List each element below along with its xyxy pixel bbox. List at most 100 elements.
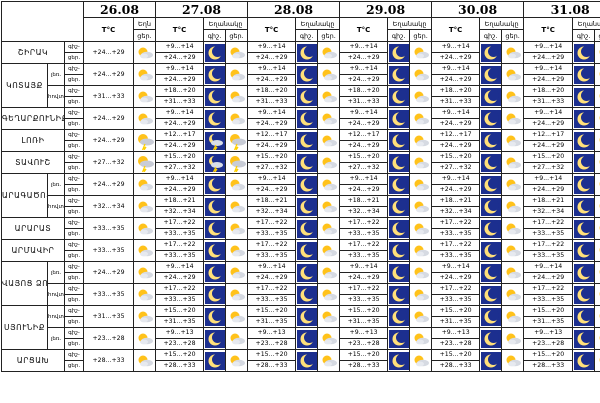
day-label: ցեր. xyxy=(63,360,85,372)
sun-cloud-icon xyxy=(594,217,600,240)
night-header: գիշ. xyxy=(203,29,227,42)
temp-night-value: +15...+20 xyxy=(155,349,205,361)
temp-day-value: +24...+29 xyxy=(247,140,297,152)
sun-cloud-icon xyxy=(225,85,249,108)
temp-night-value: +9...+14 xyxy=(339,173,389,185)
sun-cloud-icon xyxy=(317,283,341,306)
sun-cloud-icon xyxy=(317,63,341,86)
moon-icon xyxy=(387,195,411,218)
temp-night-value: +9...+13 xyxy=(339,327,389,339)
sun-cloud-icon xyxy=(133,239,157,262)
table-row: ԱՐԱՐԱՏ գիշ- +33...+35 +17...+22 +17...+22 +17… xyxy=(1,217,600,240)
temp-value: +32...+34 xyxy=(83,195,135,218)
moon-icon xyxy=(479,261,503,284)
table-row: ԱՐՑԱԽ գիշ- +28...+33 +15...+20 +15...+20 +15.… xyxy=(1,349,600,372)
temp-day-value: +24...+29 xyxy=(247,52,297,64)
temp-night-value: +15...+20 xyxy=(155,305,205,317)
day-label: ցեր. xyxy=(63,294,85,306)
temp-night-value: +18...+20 xyxy=(339,85,389,97)
moon-icon xyxy=(572,217,596,240)
temp-day-value: +31...+33 xyxy=(339,96,389,108)
weather-header: Եղանակը xyxy=(479,17,525,30)
moon-icon xyxy=(387,129,411,152)
temp-night-value: +9...+14 xyxy=(523,261,574,273)
day-header: ցեր. xyxy=(317,29,341,42)
sun-cloud-icon xyxy=(317,85,341,108)
temp-night-value: +9...+14 xyxy=(155,41,205,53)
sun-cloud-icon xyxy=(225,239,249,262)
sun-cloud-icon xyxy=(225,327,249,350)
temp-day-value: +32...+34 xyxy=(247,206,297,218)
date-header: 29.08 xyxy=(339,1,433,18)
temp-night-value: +15...+20 xyxy=(523,151,574,163)
temp-night-value: +18...+20 xyxy=(155,85,205,97)
temp-day-value: +33...+35 xyxy=(247,250,297,262)
sun-cloud-icon xyxy=(594,349,600,372)
temp-day-value: +24...+29 xyxy=(155,184,205,196)
sun-cloud-icon xyxy=(317,261,341,284)
moon-icon xyxy=(479,327,503,350)
temp-day-value: +23...+28 xyxy=(339,338,389,350)
temp-day-value: +24...+29 xyxy=(431,52,481,64)
moon-icon xyxy=(295,173,319,196)
moon-icon xyxy=(387,107,411,130)
temp-value: +24...+29 xyxy=(83,41,135,64)
temp-day-value: +24...+29 xyxy=(339,118,389,130)
table-row: հովտ. գիշ- +31...+33 +18...+20 +18...+20 +18.… xyxy=(2,85,600,108)
moon-icon xyxy=(387,85,411,108)
temp-night-value: +17...+22 xyxy=(523,239,574,251)
sun-cloud-icon xyxy=(409,283,433,306)
sun-cloud-icon xyxy=(594,173,600,196)
temp-night-value: +17...+22 xyxy=(247,239,297,251)
sun-cloud-icon xyxy=(409,41,433,64)
day-label: ցեր. xyxy=(63,52,85,64)
temp-day-value: +33...+35 xyxy=(339,294,389,306)
temp-day-value: +24...+29 xyxy=(247,184,297,196)
temp-value: +24...+29 xyxy=(83,63,135,86)
temp-day-value: +23...+28 xyxy=(523,338,574,350)
moon-icon xyxy=(572,283,596,306)
night-label: գիշ- xyxy=(63,327,85,339)
table-row: ցեր. +24...+29 +24...+29 +24...+29 +24...+29… xyxy=(2,272,600,284)
moon-icon xyxy=(387,173,411,196)
day-label: ցեր. xyxy=(63,316,85,328)
moon-icon xyxy=(295,261,319,284)
temp-night-value: +9...+14 xyxy=(431,107,481,119)
date-header: 26.08 xyxy=(83,1,157,18)
moon-icon xyxy=(572,349,596,372)
day-label: ցեր. xyxy=(63,118,85,130)
moon-storm-icon xyxy=(203,151,227,174)
sun-cloud-icon xyxy=(225,349,249,372)
temp-day-value: +33...+35 xyxy=(431,294,481,306)
sun-cloud-icon xyxy=(225,261,249,284)
sun-cloud-icon xyxy=(133,107,157,130)
sun-cloud-icon xyxy=(501,261,525,284)
sun-cloud-icon xyxy=(133,305,157,328)
sun-cloud-icon xyxy=(225,217,249,240)
temp-night-value: +17...+22 xyxy=(155,217,205,229)
sun-cloud-icon xyxy=(225,107,249,130)
temp-day-value: +24...+29 xyxy=(523,184,574,196)
table-row: ԳԵՂԱՐՔՈՒՆԻՔ գիշ- +24...+29 +9...+14 +9...+14… xyxy=(1,107,600,130)
sun-cloud-icon xyxy=(409,261,433,284)
sun-cloud-icon xyxy=(594,239,600,262)
sun-cloud-icon xyxy=(501,283,525,306)
temp-day-value: +33...+35 xyxy=(339,228,389,240)
sun-cloud-icon xyxy=(594,283,600,306)
moon-icon xyxy=(295,41,319,64)
day-label: ցեր. xyxy=(63,162,85,174)
sun-cloud-icon xyxy=(501,217,525,240)
moon-icon xyxy=(203,217,227,240)
temp-night-value: +9...+13 xyxy=(523,327,574,339)
moon-icon xyxy=(203,305,227,328)
night-header: գիշ. xyxy=(572,29,596,42)
temp-day-value: +24...+29 xyxy=(431,184,481,196)
sun-cloud-icon xyxy=(317,239,341,262)
temp-night-value: +17...+22 xyxy=(431,239,481,251)
night-label: գիշ- xyxy=(63,41,85,53)
sun-cloud-icon xyxy=(133,85,157,108)
sun-cloud-icon xyxy=(317,305,341,328)
sub-region-label: հովտ. xyxy=(47,283,65,306)
temp-night-value: +9...+13 xyxy=(431,327,481,339)
sun-cloud-icon xyxy=(501,305,525,328)
